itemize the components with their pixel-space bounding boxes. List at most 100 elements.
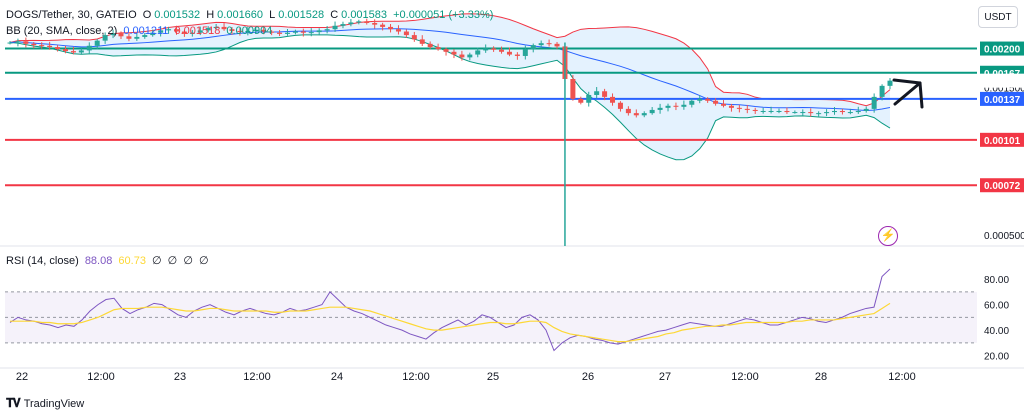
candle	[118, 31, 124, 40]
rsi-ma-line	[10, 302, 891, 343]
candle-body	[23, 41, 29, 44]
candle-body	[380, 24, 386, 27]
lightning-icon[interactable]: ⚡	[878, 226, 898, 246]
candle	[570, 75, 576, 101]
candle-body	[7, 42, 13, 44]
bb-label[interactable]: BB (20, SMA, close, 2)	[6, 25, 118, 37]
tradingview-logo[interactable]: 𝐓𝐕 TradingView	[6, 396, 84, 411]
candle-body	[332, 25, 338, 30]
candle-body	[300, 31, 306, 33]
candle-body	[617, 102, 623, 109]
candle	[261, 26, 267, 35]
candle	[94, 39, 100, 50]
candle	[356, 19, 362, 25]
annotation-arrow-shaft	[893, 81, 922, 106]
candle	[594, 87, 600, 99]
candle	[506, 47, 512, 57]
currency-button[interactable]: USDT	[978, 6, 1018, 28]
candle	[760, 107, 766, 114]
candle	[824, 109, 830, 117]
candle	[871, 93, 877, 113]
candle	[205, 26, 211, 33]
candle	[427, 41, 433, 49]
high-label: H	[206, 9, 215, 21]
candle	[134, 32, 140, 41]
candle-body	[292, 31, 298, 33]
candle-body	[744, 108, 750, 110]
bb-basis-line	[9, 28, 891, 111]
candle	[586, 91, 592, 107]
candle-body	[213, 26, 219, 29]
candle-body	[554, 43, 560, 47]
high-value: 0.001660	[217, 9, 264, 21]
candle-body	[721, 103, 727, 106]
candle	[451, 49, 457, 59]
candle	[284, 29, 290, 36]
candle-body	[832, 110, 838, 113]
candle-body	[483, 48, 489, 51]
change-value: +0.000051 (+3.33%)	[393, 9, 494, 21]
candle	[784, 107, 790, 114]
level-price-tag	[980, 178, 1024, 193]
candle-body	[134, 36, 140, 39]
candle-body	[31, 43, 37, 46]
candle	[221, 22, 227, 31]
candle-body	[245, 30, 251, 33]
candle	[633, 109, 639, 118]
candle-body	[506, 51, 512, 55]
candle	[23, 37, 29, 48]
candle-body	[348, 22, 354, 25]
rsi-legend: RSI (14, close) 88.08 60.73 ∅ ∅ ∅ ∅	[6, 254, 212, 268]
candle-body	[372, 22, 378, 25]
candle-body	[641, 113, 647, 116]
candle-body	[784, 110, 790, 113]
annotation-arrow-head	[892, 78, 924, 109]
candle-body	[863, 108, 869, 111]
close-value: 0.001583	[341, 9, 388, 21]
candle	[665, 103, 671, 112]
candle	[617, 101, 623, 112]
candle-body	[594, 91, 600, 95]
candle-body	[78, 50, 84, 53]
candle-body	[15, 41, 21, 43]
candle	[189, 30, 195, 37]
candle	[847, 108, 853, 115]
close-label: C	[330, 9, 339, 21]
candle-body	[776, 110, 782, 112]
candle	[776, 108, 782, 114]
x-tick-label: 12:00	[888, 371, 916, 383]
candle-body	[522, 49, 528, 56]
x-tick-label: 12:00	[731, 371, 759, 383]
level-price-tag	[980, 91, 1024, 106]
open-label: O	[142, 9, 152, 21]
candle	[578, 96, 584, 105]
candle-body	[808, 112, 814, 114]
candle	[31, 41, 37, 49]
candle	[681, 100, 687, 110]
candle-body	[847, 112, 853, 114]
candle	[411, 31, 417, 42]
candle-body	[269, 31, 275, 33]
rsi-label[interactable]: RSI (14, close)	[6, 255, 79, 267]
candle-body	[633, 113, 639, 116]
candle	[435, 43, 441, 51]
candle	[491, 46, 497, 52]
x-tick-label: 25	[487, 371, 499, 383]
candle	[324, 26, 330, 34]
candle	[110, 29, 116, 39]
candle-body	[475, 50, 481, 55]
bb-fill	[10, 13, 890, 160]
rsi-extra: ∅	[152, 255, 162, 267]
candle	[173, 25, 179, 35]
candle-body	[792, 112, 798, 114]
candle	[213, 23, 219, 30]
symbol-label[interactable]: DOGS/Tether, 30, GATEIO	[6, 9, 137, 21]
x-tick-label: 12:00	[243, 371, 271, 383]
candle	[602, 88, 608, 101]
candle	[150, 29, 156, 37]
candle	[70, 46, 76, 55]
candle-body	[324, 29, 330, 31]
candle	[86, 42, 92, 55]
